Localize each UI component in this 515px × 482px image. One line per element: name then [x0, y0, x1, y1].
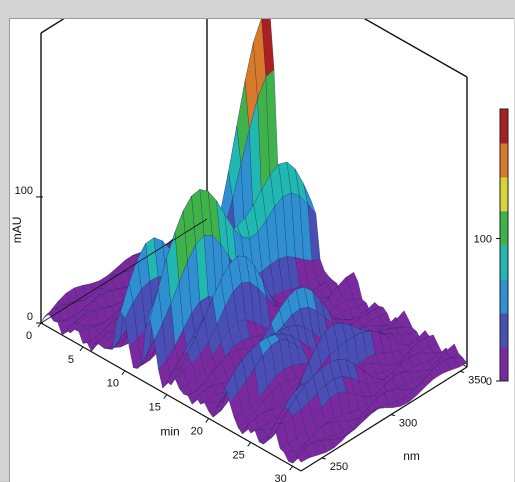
top-left-edge	[40, 19, 65, 34]
y-tick-label: 350	[468, 374, 486, 386]
x-tick-label: 5	[68, 354, 74, 366]
box-front-edges	[40, 218, 468, 472]
colorbar-segment	[500, 347, 508, 382]
x-tick-label: 0	[26, 330, 32, 342]
x-tick-label: 10	[107, 378, 119, 390]
x-tick-mark	[289, 465, 294, 471]
colorbar-segment	[500, 177, 508, 212]
colorbar-tick-label: 0	[486, 376, 492, 388]
colorbar-tick-label: 100	[474, 234, 492, 246]
z-tick-label: 100	[15, 185, 33, 197]
colorbar-frame	[499, 108, 509, 382]
x-tick-mark	[163, 394, 168, 399]
y-tick-mark	[390, 414, 396, 417]
z-tick-label: 0	[27, 311, 33, 323]
x-axis-title: min	[160, 425, 179, 439]
y-tick-label: 300	[399, 418, 417, 430]
colorbar-segment	[500, 313, 508, 348]
surface-chart: 0 100 0 100 mAU 0 5 10 15 20 25 30 min 250 300 350 nm	[10, 19, 509, 482]
x-tick-mark	[37, 322, 42, 328]
plot-panel: 0 100 0 100 mAU 0 5 10 15 20 25 30 min 250 300 350 nm	[9, 18, 514, 482]
y-tick-mark	[459, 370, 465, 373]
y-axis-title: nm	[403, 449, 420, 463]
x-tick-mark	[205, 418, 210, 423]
y-tick-label: 250	[330, 461, 348, 473]
colorbar-segment	[500, 143, 508, 178]
x-tick-label: 15	[149, 402, 161, 414]
wavelength-axis-line	[300, 366, 468, 472]
x-tick-mark	[247, 442, 252, 447]
colorbar: 0 100	[474, 108, 509, 388]
x-tick-label: 20	[191, 425, 203, 437]
top-right-edge	[363, 19, 468, 78]
surface-mesh	[40, 19, 468, 464]
y-tick-mark	[321, 457, 326, 460]
colorbar-segment	[500, 109, 508, 144]
left-floor-edge	[40, 218, 208, 324]
x-tick-label: 25	[233, 449, 245, 461]
surface-cell	[296, 447, 310, 463]
colorbar-segment	[500, 279, 508, 314]
axis-labels: 0 100 mAU 0 5 10 15 20 25 30 min 250 300 350 nm	[10, 185, 486, 482]
time-axis-line	[40, 322, 302, 472]
colorbar-segment	[500, 211, 508, 246]
x-tick-label: 30	[274, 473, 286, 482]
x-tick-mark	[121, 370, 126, 376]
z-axis-title: mAU	[10, 217, 24, 244]
colorbar-segment	[500, 245, 508, 280]
x-tick-mark	[79, 346, 84, 352]
